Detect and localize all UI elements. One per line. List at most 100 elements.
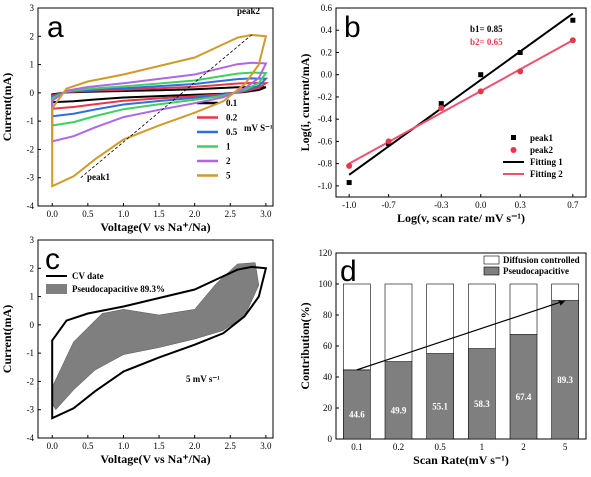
- legend-label: Pseudocapacitive 89.3%: [72, 284, 165, 294]
- bar-pseudocapacitive: [384, 361, 413, 440]
- legend-label: 5: [226, 171, 231, 181]
- y-tick-label: 1: [30, 60, 35, 70]
- x-tick-label: 2.0: [189, 441, 201, 451]
- bar-value-label: 67.4: [516, 392, 532, 402]
- bar-diffusion-controlled: [468, 283, 496, 349]
- annotation-b1: b1= 0.85: [470, 24, 503, 34]
- x-tick-label: -0.7: [382, 200, 397, 210]
- legend-label: 1: [226, 142, 231, 152]
- legend-label: CV date: [72, 271, 104, 281]
- cv-curve-0_1: [51, 86, 267, 104]
- legend-marker-peak2: [510, 147, 517, 153]
- x-tick-label: 2.5: [225, 209, 237, 219]
- x-tick-label: 3.0: [260, 441, 272, 451]
- y-tick-label: 20: [323, 403, 333, 413]
- fit-line-1: [348, 12, 574, 176]
- peak2-point: [477, 88, 484, 95]
- y-tick-label: -2: [27, 144, 35, 154]
- y-tick-label: 80: [323, 310, 333, 320]
- trend-arrow: [356, 300, 566, 371]
- peak2-point: [438, 105, 445, 112]
- y-tick-label: 100: [319, 279, 333, 289]
- bar-value-label: 55.1: [432, 401, 448, 411]
- x-axis-label: Voltage(V vs Na⁺/Na): [100, 220, 210, 234]
- annotation-b2: b2= 0.65: [470, 37, 503, 47]
- y-tick-label: -0.2: [318, 92, 332, 102]
- legend-swatch-diffusion: [483, 255, 500, 265]
- y-tick-label: 1: [30, 292, 35, 302]
- plot-frame-b: [335, 7, 587, 198]
- y-tick-label: -1: [27, 348, 35, 358]
- y-tick-label: 3: [30, 3, 35, 13]
- peak2-point: [346, 162, 353, 169]
- bar-diffusion-controlled: [343, 283, 371, 371]
- y-axis-label: Current(mA): [0, 73, 14, 141]
- y-axis-label: Contribution(%): [298, 302, 312, 389]
- bar-pseudocapacitive: [426, 353, 454, 440]
- x-tick-label: 1.0: [118, 209, 130, 219]
- bar-diffusion-controlled: [384, 283, 413, 362]
- y-tick-label: 2: [30, 263, 35, 273]
- y-tick-label: 120: [319, 248, 333, 258]
- panel-label-d: d: [340, 255, 357, 288]
- panel-label-c: c: [45, 243, 60, 276]
- y-tick-label: 0.0: [321, 70, 333, 80]
- panel-label-b: b: [344, 11, 361, 44]
- x-tick-label: 0.3: [515, 200, 527, 210]
- legend-label: 0.5: [226, 127, 238, 137]
- legend-label: 0.1: [226, 98, 238, 108]
- bar-pseudocapacitive: [468, 348, 496, 440]
- peak2-point: [569, 37, 576, 44]
- legend-label: 2: [226, 156, 231, 166]
- legend-label: Diffusion controlled: [503, 255, 580, 265]
- x-axis-label: Scan Rate(mV s⁻¹): [413, 453, 509, 467]
- bar-diffusion-controlled: [426, 283, 454, 354]
- cv-curve: [51, 265, 268, 420]
- x-tick-label: 0.2: [393, 442, 404, 452]
- annotation-scan-rate: 5 mV s⁻¹: [186, 374, 220, 384]
- plot-frame-a: [37, 7, 274, 207]
- peak2-point: [385, 138, 392, 145]
- peak1-point: [438, 101, 444, 107]
- legend-label: 0.2: [226, 113, 238, 123]
- bar-pseudocapacitive: [551, 300, 579, 440]
- x-tick-label: 0.0: [475, 200, 487, 210]
- x-tick-label: -1.0: [342, 200, 357, 210]
- bar-pseudocapacitive: [509, 334, 538, 440]
- trend-arrowhead: [558, 300, 566, 306]
- peak1-point: [478, 72, 484, 78]
- x-tick-label: 2.5: [225, 441, 237, 451]
- y-tick-label: -2: [27, 376, 35, 386]
- x-tick-label: 1: [480, 442, 485, 452]
- y-tick-label: -4: [27, 201, 35, 211]
- peak2-point: [517, 68, 524, 75]
- legend-label: Fitting 2: [530, 169, 563, 179]
- bar-value-label: 44.6: [349, 409, 365, 419]
- legend-marker-peak1: [511, 135, 516, 140]
- cv-curve-1: [51, 71, 268, 127]
- x-tick-label: 1.0: [118, 441, 130, 451]
- y-tick-label: -0.8: [318, 159, 333, 169]
- peak1-point: [346, 180, 352, 186]
- x-tick-label: 5: [563, 442, 568, 452]
- x-tick-label: -0.3: [434, 200, 449, 210]
- y-tick-label: -1: [27, 116, 35, 126]
- plot-frame-d: [335, 252, 587, 440]
- x-tick-label: 0.5: [82, 441, 94, 451]
- legend-label: Pseudocapacitive: [503, 266, 569, 276]
- annotation-peak1: peak1: [87, 172, 111, 182]
- x-tick-label: 0.1: [351, 442, 362, 452]
- x-tick-label: 1.5: [153, 441, 165, 451]
- y-tick-label: 60: [323, 341, 333, 351]
- y-tick-label: 0.2: [321, 47, 332, 57]
- cv-curve-2: [51, 61, 268, 143]
- x-tick-label: 0.7: [567, 200, 579, 210]
- y-tick-label: -4: [27, 433, 35, 443]
- legend-unit: mV S⁻¹: [244, 123, 273, 133]
- cv-curve-0_5: [51, 77, 269, 118]
- legend-swatch-pseudo: [483, 266, 500, 276]
- legend-label: Fitting 1: [530, 157, 563, 167]
- y-tick-label: 3: [30, 235, 35, 245]
- cv-curve-0_2: [51, 81, 270, 110]
- plot-frame-c: [37, 239, 274, 439]
